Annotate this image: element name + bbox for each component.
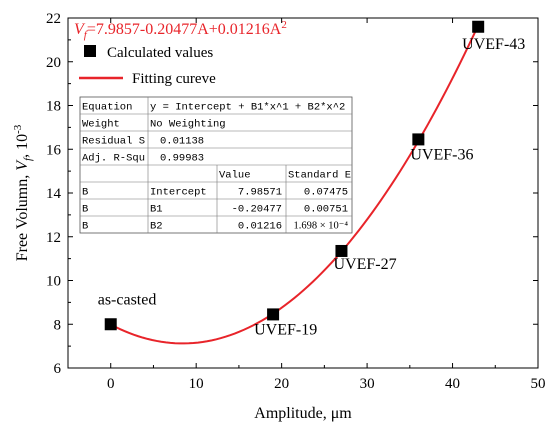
fit-table-cell: y = Intercept + B1*x^1 + B2*x^2 <box>150 102 345 114</box>
x-axis-ticks: 0 10 20 30 40 50 <box>67 18 546 392</box>
x-tick-label: 40 <box>445 376 460 392</box>
equation-rhs: =7.9857-0.20477A+0.01216A <box>87 21 282 38</box>
data-point-labels: as-casted UVEF-19 UVEF-27 UVEF-36 UVEF-43 <box>98 36 526 339</box>
equation-sup: 2 <box>281 19 287 31</box>
fit-table-cell: Residual S <box>82 136 145 148</box>
data-point <box>335 244 348 257</box>
fit-table-cell: Standard E <box>288 170 351 182</box>
y-tick-label: 22 <box>46 11 61 27</box>
y-tick-label: 16 <box>46 142 62 158</box>
data-point-label: UVEF-36 <box>410 146 473 163</box>
fit-table-cell: B <box>82 221 88 233</box>
data-point <box>104 318 117 331</box>
fit-table-cell: B1 <box>150 204 163 216</box>
y-tick-label: 18 <box>46 99 61 115</box>
data-points <box>104 20 485 331</box>
x-tick-label: 30 <box>360 376 375 392</box>
legend: Calculated values Fitting cureve <box>79 45 216 87</box>
x-tick-label: 20 <box>274 376 289 392</box>
fit-table-cell: Equation <box>82 102 132 114</box>
fit-table-cell: -0.20477 <box>232 204 282 216</box>
y-tick-label: 6 <box>54 361 62 377</box>
x-tick-label: 50 <box>531 376 546 392</box>
fit-table-cell: Adj. R-Squ <box>82 153 145 165</box>
fit-table-cell: Weight <box>82 119 120 131</box>
fit-table-cell: 0.07475 <box>304 187 348 199</box>
y-tick-label: 8 <box>54 317 62 333</box>
fit-table-cell: 0.01216 <box>238 221 282 233</box>
data-point <box>412 133 425 146</box>
fit-table-cell: Value <box>219 170 251 182</box>
data-point-label: as-casted <box>98 291 157 308</box>
data-point-label: UVEF-19 <box>254 321 317 338</box>
y-axis-title: Free Volumn, Vf, 10-3 <box>12 124 34 261</box>
equation-var: V <box>74 21 86 38</box>
y-tick-label: 12 <box>46 230 61 246</box>
x-tick-label: 10 <box>189 376 204 392</box>
data-point-label: UVEF-43 <box>462 36 525 53</box>
y-tick-label: 10 <box>46 274 61 290</box>
fit-table-cell: B2 <box>150 221 163 233</box>
y-tick-label: 14 <box>46 186 62 202</box>
fit-table-cell: B <box>82 204 88 216</box>
legend-label-calculated: Calculated values <box>107 45 213 61</box>
y-tick-label: 20 <box>46 55 61 71</box>
y-axis-title-var: V <box>14 159 31 171</box>
fit-table-cell: 1.698 × 10⁻⁴ <box>294 221 349 232</box>
y-axis-title-sup: -3 <box>12 124 24 134</box>
fit-table-cell: 0.01138 <box>160 136 204 148</box>
fit-table-cell: Intercept <box>150 187 207 199</box>
fit-table-cell: B <box>82 187 88 199</box>
y-axis-title-post: , 10 <box>14 134 31 158</box>
x-axis-title: Amplitude, μm <box>254 405 352 422</box>
data-point-label: UVEF-27 <box>333 256 396 273</box>
fit-table-cell: 0.00751 <box>304 204 348 216</box>
y-axis-title-sub: f <box>22 156 34 161</box>
fit-table-cell: No Weighting <box>150 119 226 131</box>
fit-table-cell: 0.99983 <box>160 153 204 165</box>
data-point <box>472 20 485 33</box>
x-tick-label: 0 <box>107 376 115 392</box>
data-point <box>267 308 280 321</box>
y-axis-title-pre: Free Volumn, <box>14 171 31 262</box>
equation-sub: f <box>84 29 89 41</box>
fit-table-cell: 7.98571 <box>238 187 282 199</box>
equation-annotation: Vf=7.9857-0.20477A+0.01216A2 <box>74 19 287 41</box>
y-axis-ticks: 6 8 10 12 14 16 18 20 22 <box>46 11 538 377</box>
legend-marker-square <box>84 45 96 57</box>
fit-table: Equation y = Intercept + B1*x^1 + B2*x^2 W… <box>79 96 353 234</box>
legend-label-fit: Fitting cureve <box>132 71 216 87</box>
